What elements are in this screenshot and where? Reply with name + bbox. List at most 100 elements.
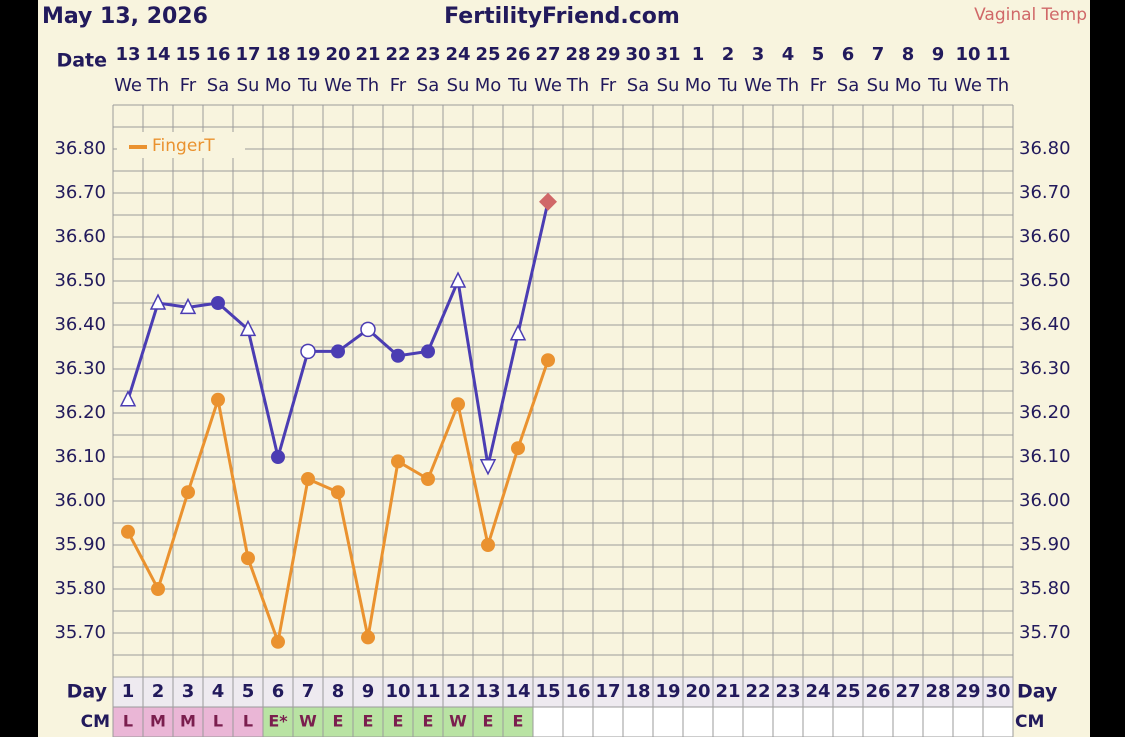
date-label: 8 — [902, 44, 915, 65]
cm-cell — [712, 706, 744, 737]
cm-value: E — [333, 712, 344, 731]
y-tick-label-right: 36.70 — [1019, 182, 1071, 203]
cm-value: L — [123, 712, 133, 731]
day-cell — [952, 676, 984, 708]
cm-cell — [922, 706, 954, 737]
marker — [119, 390, 137, 407]
legend-vaginal: Vaginal Temp — [974, 5, 1087, 25]
day-number: 19 — [655, 681, 680, 702]
weekday-label: Fr — [180, 75, 197, 96]
date-label: 3 — [752, 44, 765, 65]
date-label: 6 — [842, 44, 855, 65]
date-label: 27 — [535, 44, 560, 65]
y-tick-label: 36.70 — [54, 182, 106, 203]
day-number: 18 — [625, 681, 650, 702]
weekday-label: Su — [237, 75, 260, 96]
day-cell — [802, 676, 834, 708]
date-label: 15 — [175, 44, 200, 65]
day-number: 11 — [415, 681, 440, 702]
weekday-label: Su — [447, 75, 470, 96]
marker — [360, 321, 376, 338]
date-label: 11 — [985, 44, 1010, 65]
day-number: 29 — [955, 681, 980, 702]
y-tick-label-right: 36.80 — [1019, 138, 1071, 159]
y-tick-label-right: 36.20 — [1019, 402, 1071, 423]
marker — [331, 344, 345, 359]
day-cell — [142, 676, 174, 708]
marker — [211, 296, 225, 310]
cm-value: E — [483, 712, 494, 731]
weekday-label: We — [954, 75, 982, 96]
date-label: 19 — [295, 44, 320, 65]
y-tick-label-right: 36.40 — [1019, 314, 1071, 335]
marker — [391, 348, 405, 363]
date-label: 18 — [265, 44, 290, 65]
marker — [509, 324, 527, 341]
y-tick-label: 36.10 — [54, 446, 106, 467]
day-number: 4 — [212, 681, 225, 702]
cm-value: E — [393, 712, 404, 731]
date-label: 9 — [932, 44, 945, 65]
cm-cell — [802, 706, 834, 737]
day-number: 25 — [835, 681, 860, 702]
date-label: 1 — [692, 44, 705, 65]
weekday-label: Th — [776, 75, 799, 96]
date-label: 20 — [325, 44, 350, 65]
day-number: 30 — [985, 681, 1010, 702]
cm-cell — [292, 706, 324, 737]
cm-value: E — [513, 712, 524, 731]
day-cell — [262, 676, 294, 708]
y-tick-label-right: 36.00 — [1019, 490, 1071, 511]
day-number: 22 — [745, 681, 770, 702]
day-number: 20 — [685, 681, 710, 702]
cm-cell — [742, 706, 774, 737]
weekday-label: Fr — [600, 75, 617, 96]
weekday-label: Mo — [895, 75, 922, 96]
day-number: 26 — [865, 681, 890, 702]
weekday-label: Fr — [390, 75, 407, 96]
day-cell — [712, 676, 744, 708]
cm-cell — [172, 706, 204, 737]
weekday-label: Th — [986, 75, 1009, 96]
y-tick-label: 36.30 — [54, 358, 106, 379]
marker — [391, 454, 405, 469]
day-number: 6 — [272, 681, 285, 702]
day-cell — [232, 676, 264, 708]
day-number: 21 — [715, 681, 740, 702]
cm-cell — [442, 706, 474, 737]
cm-value: M — [150, 712, 166, 731]
cm-label-right: CM — [1015, 712, 1044, 732]
weekday-label: Tu — [927, 75, 948, 96]
day-label: Day — [67, 681, 108, 703]
day-cell — [742, 676, 774, 708]
day-cell — [112, 676, 144, 708]
marker — [301, 472, 315, 486]
marker — [271, 634, 285, 649]
weekday-label: Su — [657, 75, 680, 96]
cm-cell — [832, 706, 864, 737]
cm-cell — [652, 706, 684, 737]
weekday-label: Tu — [507, 75, 528, 96]
marker — [449, 271, 467, 288]
weekday-label: Sa — [207, 75, 229, 96]
marker — [179, 297, 197, 315]
day-number: 13 — [475, 681, 500, 702]
marker — [539, 192, 557, 211]
day-number: 23 — [775, 681, 800, 702]
cm-cell — [592, 706, 624, 737]
day-cell — [382, 676, 414, 708]
day-cell — [862, 676, 894, 708]
day-cell — [442, 676, 474, 708]
cm-cell — [502, 706, 534, 737]
date-label: 21 — [355, 44, 380, 65]
cm-cell — [682, 706, 714, 737]
marker — [451, 397, 465, 412]
marker — [271, 450, 285, 464]
weekday-label: Mo — [265, 75, 292, 96]
y-tick-label: 36.00 — [54, 490, 106, 511]
cm-cell — [262, 706, 294, 737]
day-number: 15 — [535, 681, 560, 702]
cm-value: W — [449, 712, 467, 731]
weekday-label: Th — [146, 75, 169, 96]
day-number: 2 — [152, 681, 165, 702]
